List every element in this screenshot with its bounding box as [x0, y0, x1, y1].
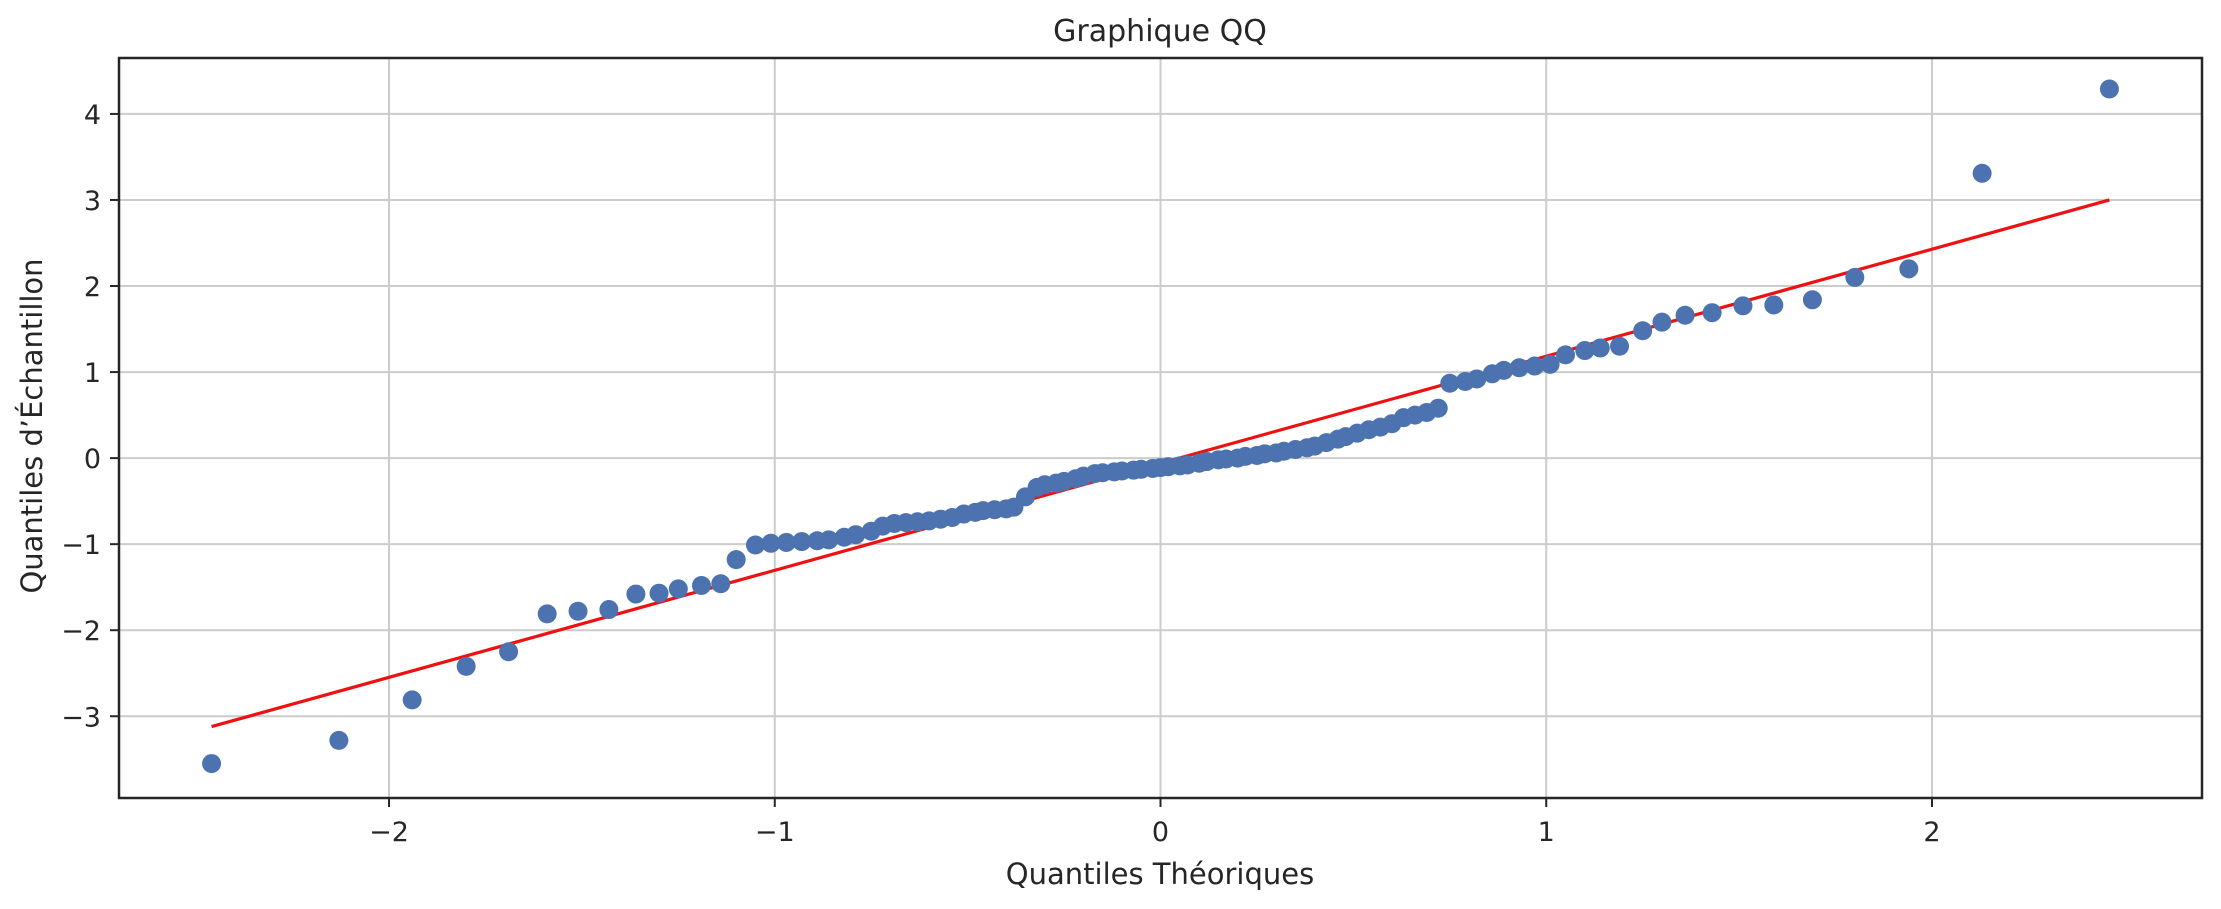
x-tick-label: 0 [1152, 817, 1169, 848]
data-point [745, 535, 765, 555]
data-point [499, 642, 519, 662]
data-point [1802, 290, 1822, 310]
data-point [599, 600, 619, 620]
data-point [1575, 341, 1595, 361]
data-point [1652, 312, 1672, 332]
y-tick-label: −1 [61, 530, 101, 561]
data-point [1675, 305, 1695, 325]
data-point [626, 584, 646, 604]
data-point [792, 532, 812, 552]
data-point [1733, 296, 1753, 316]
data-point [402, 690, 422, 710]
data-point [1702, 303, 1722, 323]
data-point [726, 550, 746, 570]
data-point [1467, 369, 1487, 389]
data-point [761, 533, 781, 553]
axis-ticks: −2 −1 0 1 2 −3 −2 −1 0 1 2 3 4 [61, 100, 1940, 848]
x-tick-label: 1 [1538, 817, 1555, 848]
data-point [568, 601, 588, 621]
data-point [2099, 79, 2119, 99]
data-point [668, 579, 688, 599]
data-point [329, 730, 349, 750]
data-point [202, 754, 222, 774]
plot-frame [117, 56, 2204, 800]
data-point [819, 530, 839, 550]
data-point [1540, 354, 1560, 374]
data-point [1556, 345, 1576, 365]
y-tick-label: −2 [61, 616, 101, 647]
y-axis-title: Quantiles d’Échantillon [15, 258, 49, 593]
x-tick-label: −2 [369, 817, 409, 848]
x-axis-title: Quantiles Théoriques [1006, 857, 1314, 891]
x-tick-label: 2 [1923, 817, 1940, 848]
data-point [1972, 163, 1992, 183]
y-tick-label: 0 [84, 444, 101, 475]
data-point [1899, 259, 1919, 279]
data-point [1428, 398, 1448, 418]
chart-title: Graphique QQ [1053, 14, 1267, 49]
y-tick-label: −3 [61, 702, 101, 733]
y-tick-label: 2 [84, 272, 101, 303]
data-point [846, 525, 866, 545]
y-tick-label: 1 [84, 358, 101, 389]
data-point [1509, 358, 1529, 378]
data-point [1494, 360, 1514, 380]
data-point [537, 604, 557, 624]
data-point [1440, 373, 1460, 393]
gridlines [119, 58, 2202, 798]
data-point [776, 532, 796, 552]
data-point [691, 575, 711, 595]
x-tick-label: −1 [755, 817, 795, 848]
data-point [1633, 321, 1653, 341]
y-tick-label: 3 [84, 186, 101, 217]
data-point [456, 656, 476, 676]
data-points [202, 79, 2119, 774]
data-point [649, 583, 669, 603]
data-point [1764, 295, 1784, 315]
data-point [1590, 338, 1610, 358]
data-point [1845, 267, 1865, 287]
data-point [711, 574, 731, 594]
data-point [1525, 356, 1545, 376]
y-tick-label: 4 [84, 100, 101, 131]
data-point [1610, 336, 1630, 356]
